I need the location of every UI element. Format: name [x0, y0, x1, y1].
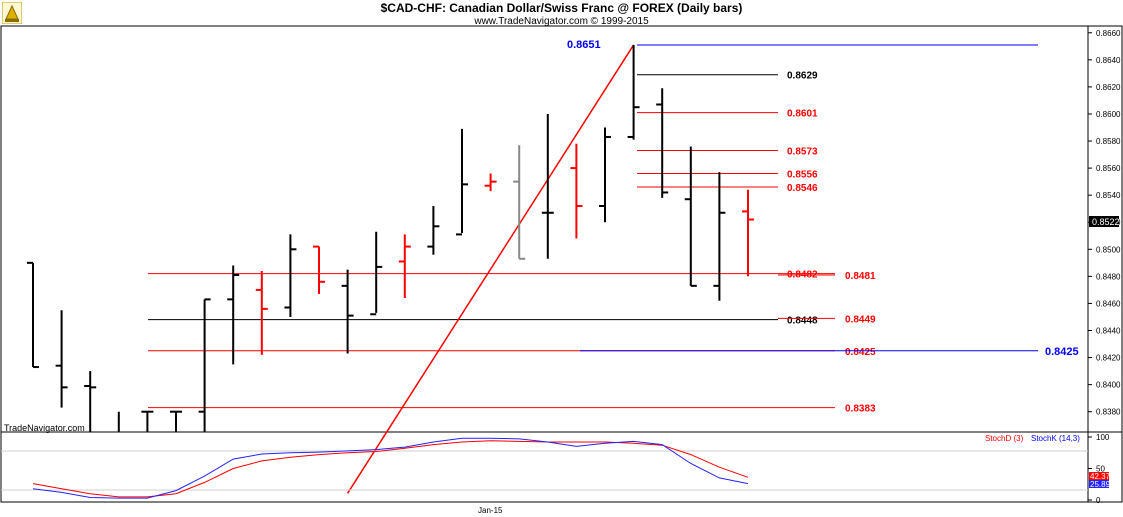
- ohlc-bar: [27, 261, 39, 369]
- ohlc-bar: [55, 310, 68, 408]
- ohlc-bar: [713, 172, 726, 301]
- ohlc-bar: [227, 265, 240, 365]
- ohlc-bar: [627, 44, 640, 140]
- stoch-y-tick-label: 100: [1096, 433, 1110, 442]
- ohlc-bar: [370, 231, 383, 316]
- ohlc-bar: [513, 145, 526, 260]
- y-tick-label: 0.8660: [1096, 29, 1121, 38]
- y-tick-label: 0.8600: [1096, 110, 1121, 119]
- chart-subtitle: www.TradeNavigator.com © 1999-2015: [474, 16, 649, 27]
- level-label: 0.8651: [567, 39, 601, 51]
- level-label: 0.8573: [787, 147, 818, 158]
- chart-title: $CAD-CHF: Canadian Dollar/Swiss Franc @ …: [380, 1, 743, 15]
- ohlc-bar: [742, 189, 754, 277]
- level-label: 0.8448: [787, 316, 818, 327]
- ohlc-bar: [599, 127, 611, 223]
- price-panel: [0, 25, 1089, 433]
- stoch-k-value: 25.89: [1090, 480, 1111, 489]
- ohlc-bar: [84, 371, 97, 432]
- y-tick-label: 0.8380: [1096, 408, 1121, 417]
- level-label: 0.8449: [845, 314, 876, 325]
- ohlc-bar: [141, 410, 154, 432]
- ohlc-bar: [398, 234, 411, 299]
- ohlc-bar: [684, 146, 697, 287]
- stoch-d-value-box: [1089, 472, 1109, 480]
- level-label: 0.8629: [787, 71, 818, 82]
- watermark: TradeNavigator.com: [4, 423, 85, 433]
- ohlc-bar: [570, 143, 583, 239]
- chart-header: $CAD-CHF: Canadian Dollar/Swiss Franc @ …: [0, 0, 1123, 30]
- ohlc-bar: [484, 173, 497, 192]
- ohlc-bar: [255, 270, 268, 355]
- y-tick-label: 0.8500: [1096, 245, 1121, 254]
- stoch-k-line: [32, 437, 749, 499]
- ohlc-bar: [198, 298, 211, 432]
- level-label: 0.8425: [845, 347, 876, 358]
- trade-navigator-logo-icon: [2, 2, 22, 24]
- y-tick-label: 0.8460: [1096, 299, 1121, 308]
- ohlc-bar: [456, 128, 468, 236]
- ohlc-bar: [170, 410, 182, 432]
- stoch-y-tick-label: 0: [1096, 496, 1101, 505]
- y-tick-label: 0.8620: [1096, 83, 1121, 92]
- stoch-d-legend: StochD (3): [985, 434, 1024, 443]
- ohlc-bars: [27, 44, 754, 432]
- level-label: 0.8556: [787, 170, 818, 181]
- x-axis-label: Jan-15: [478, 506, 503, 515]
- stochastic-indicator: 100 50 0: [1, 433, 1110, 505]
- ohlc-bar: [656, 88, 669, 198]
- ohlc-bar: [541, 113, 554, 259]
- stochastic-axis: [1087, 431, 1123, 503]
- ohlc-bar: [284, 234, 297, 317]
- ohlc-bar: [313, 245, 325, 294]
- last-price-label: 0.8522: [1092, 217, 1120, 227]
- stoch-d-value: 42.37: [1090, 472, 1111, 481]
- stoch-k-value-box: [1089, 480, 1109, 488]
- stochastic-panel: [0, 431, 1089, 503]
- ohlc-bar: [341, 269, 354, 354]
- y-tick-label: 0.8580: [1096, 137, 1121, 146]
- y-axis: 0.8660 0.8640 0.8620 0.8600 0.8580 0.8560 0.85…: [1088, 29, 1121, 417]
- y-tick-label: 0.8480: [1096, 272, 1121, 281]
- level-label: 0.8425: [1045, 346, 1079, 358]
- stoch-y-tick-label: 50: [1096, 465, 1105, 474]
- y-tick-label: 0.8640: [1096, 56, 1121, 65]
- y-tick-label: 0.8420: [1096, 354, 1121, 363]
- y-tick-label: 0.8400: [1096, 381, 1121, 390]
- ohlc-bar: [427, 205, 440, 255]
- level-label: 0.8601: [787, 109, 818, 120]
- stoch-k-legend: StochK (14,3): [1031, 434, 1080, 443]
- last-price-box: [1089, 216, 1119, 227]
- level-label: 0.8546: [787, 183, 818, 194]
- level-label: 0.8383: [845, 404, 876, 415]
- y-tick-label: 0.8560: [1096, 164, 1121, 173]
- trendline-segment: [346, 44, 635, 494]
- trendline: [346, 44, 635, 494]
- y-tick-label: 0.8540: [1096, 191, 1121, 200]
- level-label: 0.8481: [845, 271, 876, 282]
- y-tick-label: 0.8440: [1096, 327, 1121, 336]
